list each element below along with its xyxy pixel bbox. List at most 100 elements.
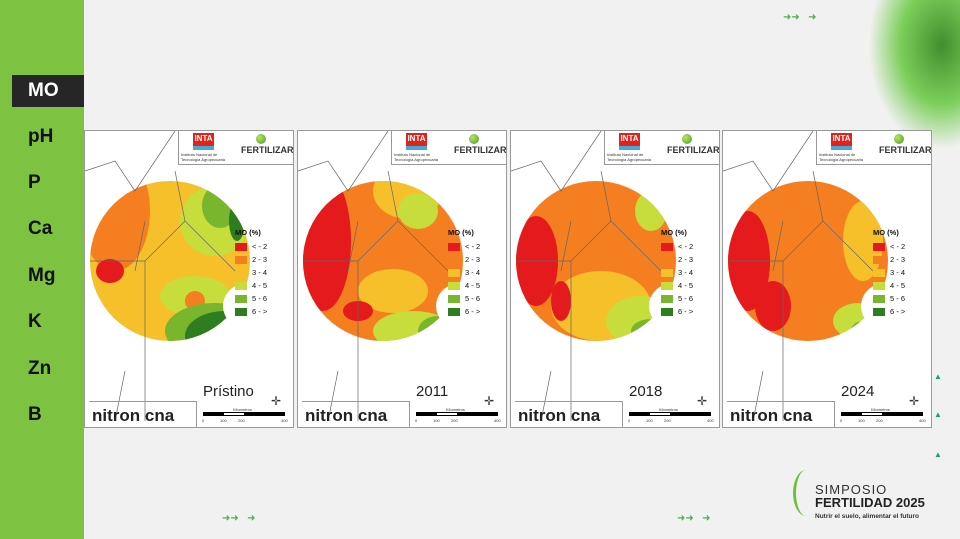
legend-item: 3 - 4 — [873, 266, 905, 279]
legend-item: 2 - 3 — [448, 253, 480, 266]
legend-swatch — [661, 255, 673, 264]
inta-logo: INTA — [831, 133, 852, 150]
legend-title: MO (%) — [235, 228, 261, 237]
legend-swatch — [448, 255, 460, 264]
scale-tick: 100 — [858, 418, 865, 423]
legend-label: 3 - 4 — [465, 268, 481, 277]
legend-label: < - 2 — [890, 242, 906, 251]
mo-zone — [90, 181, 150, 271]
legend-swatch — [235, 268, 247, 277]
sidebar-item-k[interactable]: K — [28, 311, 42, 332]
arrows-decoration: ➜➜ ➜ — [783, 12, 817, 23]
legend-swatch — [873, 294, 885, 303]
legend-swatch — [661, 307, 673, 316]
legend-swatch — [235, 281, 247, 290]
legend-label: 3 - 4 — [252, 268, 268, 277]
legend-swatch — [873, 242, 885, 251]
fertilizar-logo: FERTILIZAR — [879, 145, 932, 155]
arrows-decoration: ➜➜ ➜ — [677, 513, 711, 524]
legend-label: 4 - 5 — [890, 281, 906, 290]
legend-item: 5 - 6 — [235, 292, 267, 305]
legend-label: 3 - 4 — [890, 268, 906, 277]
legend-swatch — [235, 255, 247, 264]
legend-swatch — [235, 294, 247, 303]
legend-swatch — [661, 294, 673, 303]
map-year-label: 2018 — [629, 383, 663, 400]
north-arrow-icon: ✛ — [484, 394, 495, 408]
fertilizar-logo: FERTILIZAR — [667, 145, 720, 155]
arrows-decoration: ➜➜ ➜ — [222, 513, 256, 524]
leaf-icon — [793, 470, 819, 516]
legend-label: 5 - 6 — [252, 294, 268, 303]
legend-swatch — [661, 281, 673, 290]
sidebar-item-p[interactable]: P — [28, 172, 41, 193]
legend-item: 6 - > — [448, 305, 480, 318]
fertilizar-logo-icon — [894, 134, 904, 144]
legend-label: 6 - > — [252, 307, 268, 316]
mo-zone — [398, 193, 438, 229]
legend-swatch — [873, 255, 885, 264]
legend-swatch — [235, 242, 247, 251]
legend-label: 4 - 5 — [465, 281, 481, 290]
legend-item: 4 - 5 — [448, 279, 480, 292]
mo-zone — [635, 191, 667, 231]
inta-subtitle: Instituto Nacional de Tecnología Agropec… — [394, 152, 439, 162]
legend-item: 3 - 4 — [661, 266, 693, 279]
legend-item: 6 - > — [235, 305, 267, 318]
logo-header: INTA Instituto Nacional de Tecnología Ag… — [178, 131, 293, 165]
scale-label: Kilometros — [871, 407, 890, 412]
sidebar-item-ca[interactable]: Ca — [28, 218, 53, 239]
mo-zone — [96, 259, 124, 283]
legend-label: < - 2 — [252, 242, 268, 251]
triangle-icon: ▲ — [934, 450, 942, 459]
scale-tick: 200 — [876, 418, 883, 423]
map-graphic — [85, 131, 267, 422]
map-year-label: 2024 — [841, 383, 875, 400]
scale-tick: 400 — [281, 418, 288, 423]
scale-tick: 0 — [628, 418, 631, 423]
soil-map-3: INTA Instituto Nacional de Tecnología Ag… — [510, 130, 720, 428]
sidebar-item-mo[interactable]: MO — [12, 75, 84, 107]
scale-label: Kilometros — [659, 407, 678, 412]
sidebar-item-b[interactable]: B — [28, 404, 42, 425]
legend-item: < - 2 — [661, 240, 693, 253]
legend-label: 2 - 3 — [678, 255, 694, 264]
legend-title: MO (%) — [448, 228, 474, 237]
logo-header: INTA Instituto Nacional de Tecnología Ag… — [391, 131, 506, 165]
sidebar-item-ph[interactable]: pH — [28, 126, 54, 147]
legend-label: 6 - > — [465, 307, 481, 316]
legend-swatch — [448, 281, 460, 290]
soil-map-1: INTA Instituto Nacional de Tecnología Ag… — [84, 130, 294, 428]
legend-item: 3 - 4 — [235, 266, 267, 279]
scale-tick: 400 — [919, 418, 926, 423]
legend-label: < - 2 — [678, 242, 694, 251]
sidebar-item-zn[interactable]: Zn — [28, 358, 52, 379]
simposio-logo: SIMPOSIO FERTILIDAD 2025 Nutrir el suelo… — [793, 470, 953, 530]
nitron-cna-logo: nitron cna — [727, 401, 835, 427]
nitron-cna-logo: nitron cna — [515, 401, 623, 427]
legend-item: 5 - 6 — [873, 292, 905, 305]
logo-header: INTA Instituto Nacional de Tecnología Ag… — [816, 131, 932, 165]
event-subtitle: FERTILIDAD 2025 — [815, 495, 925, 510]
scale-tick: 0 — [202, 418, 205, 423]
scale-tick: 200 — [238, 418, 245, 423]
event-title: SIMPOSIO — [815, 482, 888, 497]
fertilizar-logo-icon — [256, 134, 266, 144]
map-year-label: Prístino — [203, 383, 254, 400]
inta-logo: INTA — [619, 133, 640, 150]
scale-tick: 100 — [646, 418, 653, 423]
scale-bar — [416, 412, 498, 416]
sidebar-item-mg[interactable]: Mg — [28, 265, 56, 286]
map-year-label: 2011 — [416, 383, 449, 400]
nitron-cna-logo: nitron cna — [302, 401, 410, 427]
north-arrow-icon: ✛ — [271, 394, 282, 408]
triangle-icon: ▲ — [934, 372, 942, 381]
legend-item: 5 - 6 — [661, 292, 693, 305]
legend-swatch — [448, 242, 460, 251]
inta-subtitle: Instituto Nacional de Tecnología Agropec… — [181, 152, 226, 162]
legend-label: 3 - 4 — [678, 268, 694, 277]
legend-item: 4 - 5 — [661, 279, 693, 292]
map-legend: MO (%) < - 2 2 - 3 3 - 4 4 - 5 5 - 6 6 - > — [235, 228, 267, 318]
legend-swatch — [448, 294, 460, 303]
legend-item: 3 - 4 — [448, 266, 480, 279]
